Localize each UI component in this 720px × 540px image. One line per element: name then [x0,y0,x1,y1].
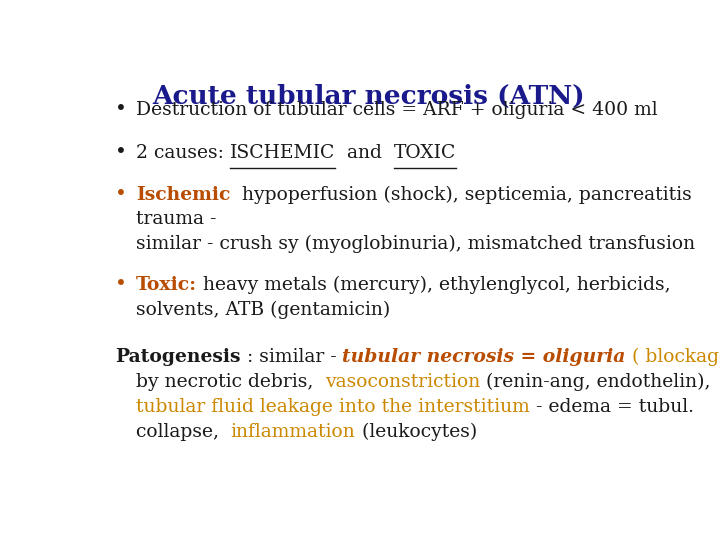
Text: vasoconstriction: vasoconstriction [325,373,480,391]
Text: (leukocytes): (leukocytes) [356,423,477,441]
Text: solvents, ATB (gentamicin): solvents, ATB (gentamicin) [136,301,390,319]
Text: and: and [335,144,394,163]
Text: similar - crush sy (myoglobinuria), mismatched transfusion: similar - crush sy (myoglobinuria), mism… [136,235,695,253]
Text: ISCHEMIC: ISCHEMIC [230,144,335,163]
Text: Acute tubular necrosis (ATN): Acute tubular necrosis (ATN) [153,84,585,109]
Text: (renin-ang, endothelin),: (renin-ang, endothelin), [480,373,711,391]
Text: •: • [115,143,127,163]
Text: TOXIC: TOXIC [394,144,456,163]
Text: Ischemic: Ischemic [136,186,230,204]
Text: •: • [115,275,127,294]
Text: Destruction of tubular cells = ARF + oliguria < 400 ml: Destruction of tubular cells = ARF + oli… [136,100,657,119]
Text: tubular fluid leakage into the interstitium: tubular fluid leakage into the interstit… [136,398,529,416]
Text: heavy metals (mercury), ethylenglycol, herbicids,: heavy metals (mercury), ethylenglycol, h… [197,276,670,294]
Text: Toxic:: Toxic: [136,276,197,294]
Text: trauma -: trauma - [136,211,216,228]
Text: ( blockage: ( blockage [626,348,720,366]
Text: Patogenesis: Patogenesis [115,348,240,366]
Text: collapse,: collapse, [136,423,230,441]
Text: : similar -: : similar - [240,348,343,366]
Text: - edema = tubul.: - edema = tubul. [529,398,693,416]
Text: hypoperfusion (shock), septicemia, pancreatitis: hypoperfusion (shock), septicemia, pancr… [230,185,692,204]
Text: 2 causes:: 2 causes: [136,144,230,163]
Text: •: • [115,185,127,204]
Text: by necrotic debris,: by necrotic debris, [136,373,325,391]
Text: inflammation: inflammation [230,423,356,441]
Text: •: • [115,100,127,119]
Text: tubular necrosis = oliguria: tubular necrosis = oliguria [343,348,626,366]
